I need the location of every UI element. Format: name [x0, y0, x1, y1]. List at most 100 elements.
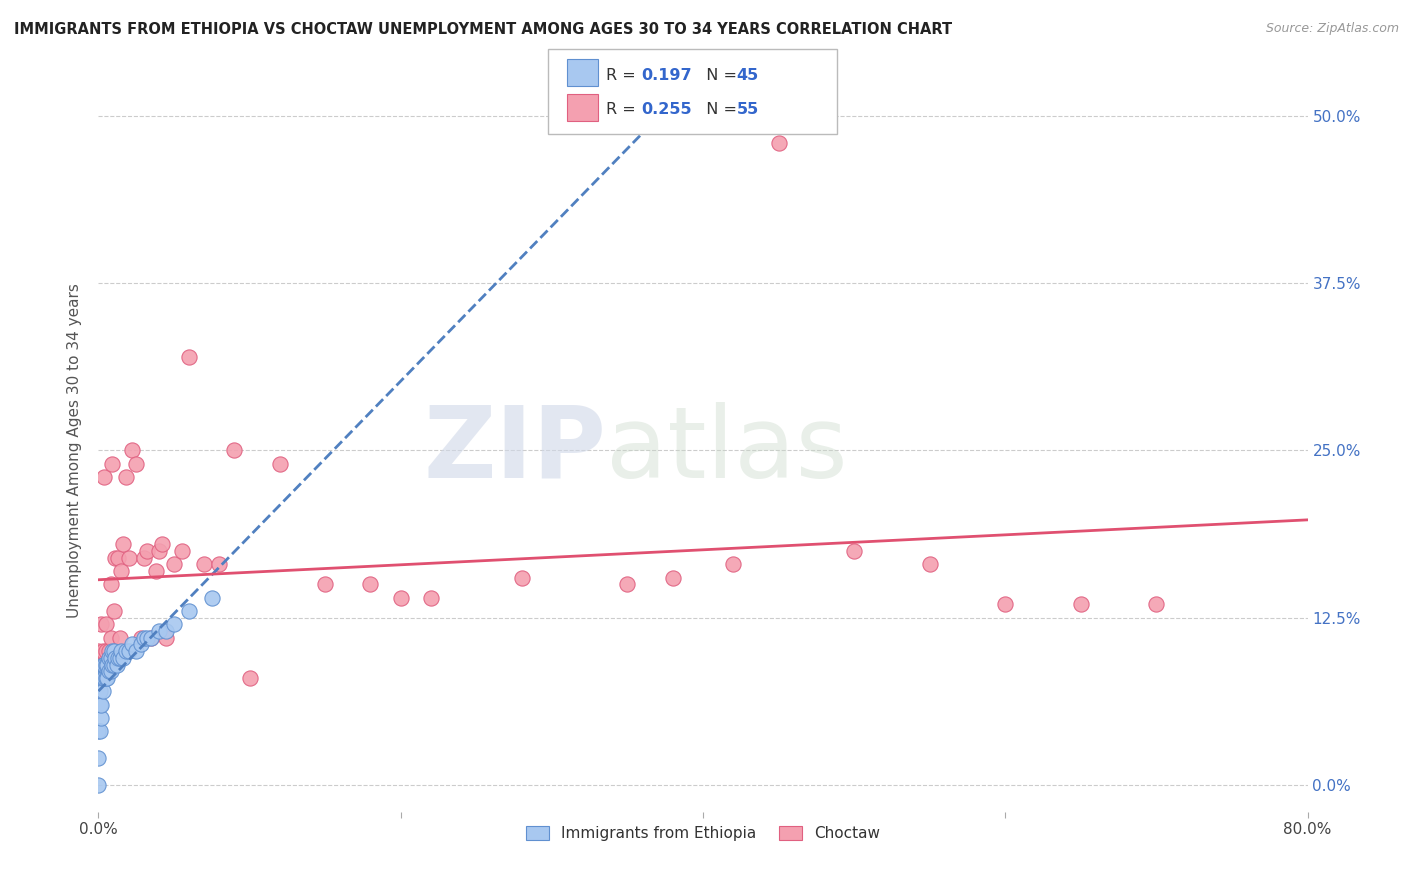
Point [114, 470, 136, 484]
Point [98, 664, 121, 679]
Point [616, 577, 638, 591]
Point [510, 571, 533, 585]
Point [101, 657, 124, 672]
Point [224, 443, 246, 458]
Point [103, 657, 125, 672]
Point [163, 557, 186, 572]
Point [87, 724, 110, 739]
Point [360, 577, 382, 591]
Point [129, 631, 152, 645]
Point [94, 657, 117, 672]
Point [132, 550, 155, 565]
Point [150, 537, 173, 551]
Text: 55: 55 [737, 103, 759, 118]
Point [201, 591, 224, 605]
Point [98, 644, 121, 658]
Point [179, 604, 201, 618]
Point [118, 550, 141, 565]
Point [93, 671, 115, 685]
Point [170, 544, 193, 558]
Point [89, 698, 111, 712]
Point [661, 571, 683, 585]
Point [101, 644, 124, 658]
Point [98, 651, 121, 665]
Point [96, 657, 118, 672]
Point [94, 617, 117, 632]
Point [87, 751, 110, 765]
Point [111, 651, 134, 665]
Text: Source: ZipAtlas.com: Source: ZipAtlas.com [1265, 22, 1399, 36]
Point [141, 631, 163, 645]
Point [107, 651, 129, 665]
Point [90, 657, 112, 672]
Point [90, 698, 112, 712]
Point [100, 664, 122, 679]
Point [87, 644, 110, 658]
Legend: Immigrants from Ethiopia, Choctaw: Immigrants from Ethiopia, Choctaw [520, 820, 886, 847]
Point [91, 671, 114, 685]
Point [148, 544, 170, 558]
Point [208, 557, 231, 572]
Point [132, 631, 155, 645]
Point [269, 457, 291, 471]
Text: 0.197: 0.197 [641, 68, 692, 83]
Point [121, 637, 143, 651]
Point [105, 657, 128, 672]
Point [93, 470, 115, 484]
Point [89, 684, 111, 698]
Point [844, 544, 866, 558]
Point [135, 544, 157, 558]
Text: R =: R = [606, 103, 641, 118]
Point [94, 671, 117, 685]
Point [96, 657, 118, 672]
Point [135, 631, 157, 645]
Point [314, 577, 336, 591]
Point [1144, 598, 1167, 612]
Point [103, 644, 125, 658]
Point [93, 657, 115, 672]
Point [90, 671, 112, 685]
Text: atlas: atlas [606, 402, 848, 499]
Point [91, 684, 114, 698]
Text: ZIP: ZIP [423, 402, 606, 499]
Point [110, 564, 132, 578]
Y-axis label: Unemployment Among Ages 30 to 34 years: Unemployment Among Ages 30 to 34 years [67, 283, 83, 618]
Point [141, 631, 163, 645]
Point [125, 457, 148, 471]
Point [768, 136, 790, 150]
Point [103, 604, 125, 618]
Point [96, 671, 118, 685]
Point [145, 564, 167, 578]
Point [104, 550, 127, 565]
Point [105, 644, 128, 658]
Point [87, 778, 110, 792]
Point [389, 591, 412, 605]
Point [91, 657, 114, 672]
Point [104, 651, 127, 665]
Point [155, 624, 177, 639]
Point [91, 644, 114, 658]
Point [90, 617, 112, 632]
Point [155, 631, 177, 645]
Point [107, 550, 129, 565]
Point [110, 644, 132, 658]
Point [163, 617, 186, 632]
Point [1070, 598, 1092, 612]
Point [89, 724, 111, 739]
Point [179, 350, 201, 364]
Point [994, 598, 1017, 612]
Point [125, 644, 148, 658]
Point [193, 557, 215, 572]
Point [121, 443, 143, 458]
Point [94, 644, 117, 658]
Text: N =: N = [696, 103, 742, 118]
Text: IMMIGRANTS FROM ETHIOPIA VS CHOCTAW UNEMPLOYMENT AMONG AGES 30 TO 34 YEARS CORRE: IMMIGRANTS FROM ETHIOPIA VS CHOCTAW UNEM… [14, 22, 952, 37]
Point [101, 457, 124, 471]
Point [114, 644, 136, 658]
Point [89, 671, 111, 685]
Point [108, 631, 131, 645]
Point [420, 591, 443, 605]
Point [100, 631, 122, 645]
Point [111, 537, 134, 551]
Point [148, 624, 170, 639]
